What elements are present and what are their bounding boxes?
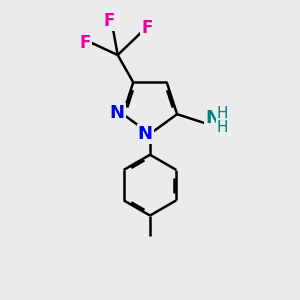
Text: H: H (217, 106, 228, 121)
Text: N: N (205, 109, 220, 127)
Text: N: N (138, 125, 153, 143)
Text: F: F (142, 20, 153, 38)
Text: H: H (217, 120, 228, 135)
Text: F: F (103, 12, 115, 30)
Text: F: F (80, 34, 91, 52)
Text: N: N (110, 104, 125, 122)
